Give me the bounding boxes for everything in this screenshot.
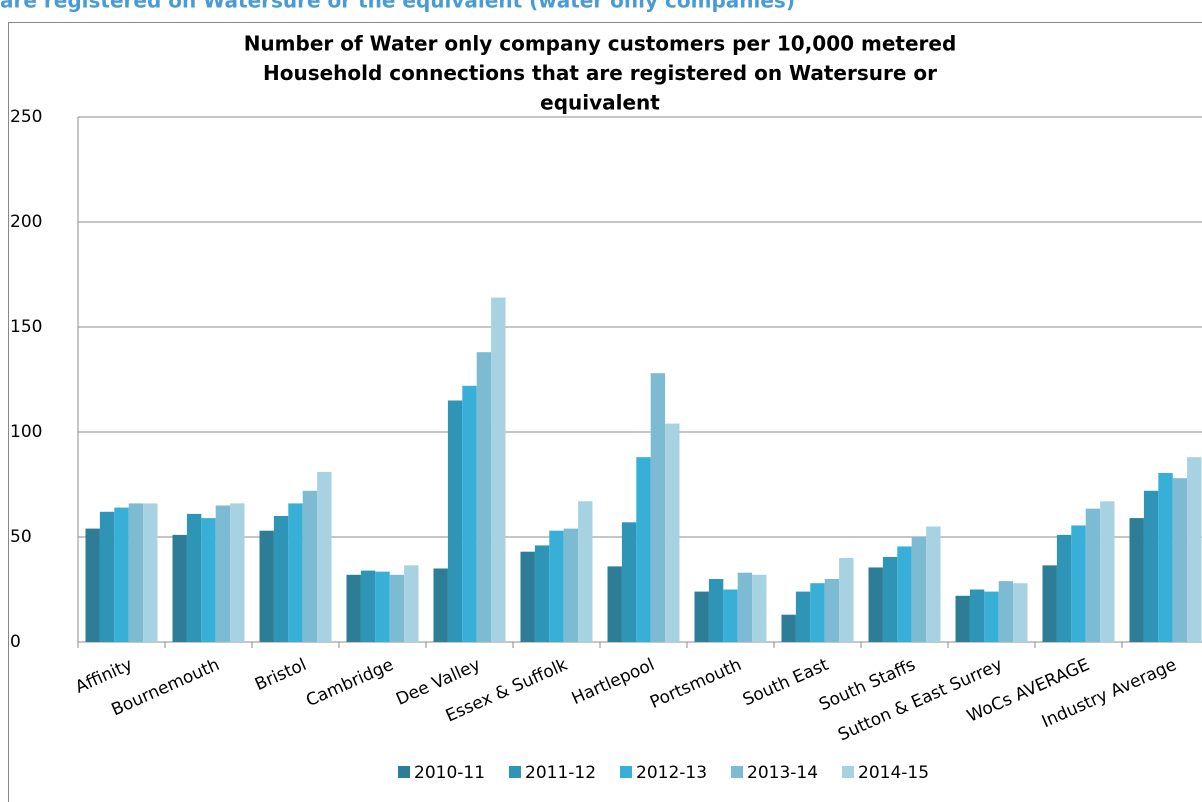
bar bbox=[447, 400, 463, 642]
bar bbox=[317, 471, 332, 642]
bar bbox=[636, 457, 651, 642]
bar bbox=[781, 614, 796, 642]
bar bbox=[998, 581, 1014, 642]
legend-label: 2014-15 bbox=[858, 763, 929, 783]
bar bbox=[360, 570, 376, 642]
x-tick-label: Hartlepool bbox=[569, 655, 658, 709]
bar bbox=[984, 591, 999, 642]
legend-swatch bbox=[509, 766, 521, 778]
bar bbox=[737, 572, 753, 642]
bar bbox=[824, 579, 840, 642]
bar bbox=[433, 568, 448, 642]
bar bbox=[1085, 508, 1101, 642]
bar bbox=[1056, 534, 1072, 642]
bar bbox=[491, 297, 506, 642]
bar bbox=[99, 511, 115, 642]
bar bbox=[215, 505, 231, 642]
bar bbox=[650, 373, 666, 642]
bar bbox=[1129, 518, 1144, 642]
bar bbox=[708, 579, 724, 642]
page-heading: are registered on Watersure or the equiv… bbox=[0, 0, 795, 13]
bar bbox=[201, 518, 216, 642]
bar bbox=[969, 589, 985, 642]
bar bbox=[1158, 472, 1173, 642]
bar bbox=[723, 589, 738, 642]
bar bbox=[578, 501, 593, 642]
bar bbox=[389, 574, 405, 642]
bar bbox=[839, 558, 854, 642]
x-tick-label: Cambridge bbox=[303, 655, 396, 711]
x-tick-label: Portsmouth bbox=[647, 655, 744, 713]
bar bbox=[259, 530, 274, 642]
bar bbox=[607, 566, 622, 642]
x-tick-label: Bristol bbox=[252, 655, 309, 695]
bar bbox=[1042, 565, 1057, 642]
chart-title: equivalent bbox=[540, 91, 660, 115]
y-tick-label: 0 bbox=[10, 632, 21, 652]
bar bbox=[549, 530, 564, 642]
legend-label: 2012-13 bbox=[636, 763, 707, 783]
bar bbox=[288, 503, 303, 642]
x-tick-label: Affinity bbox=[72, 655, 135, 698]
y-tick-label: 200 bbox=[10, 212, 42, 232]
chart-border bbox=[8, 22, 1202, 802]
bar bbox=[172, 534, 187, 642]
bar bbox=[375, 571, 390, 642]
chart-title: Number of Water only company customers p… bbox=[244, 32, 957, 56]
legend-swatch bbox=[731, 766, 743, 778]
bar bbox=[868, 567, 883, 642]
y-tick-label: 150 bbox=[10, 317, 42, 337]
bar bbox=[346, 574, 361, 642]
bar bbox=[302, 490, 318, 642]
bar bbox=[882, 556, 898, 642]
legend-label: 2011-12 bbox=[525, 763, 596, 783]
legend-label: 2013-14 bbox=[747, 763, 818, 783]
bar bbox=[273, 516, 289, 642]
legend-swatch bbox=[842, 766, 854, 778]
legend-swatch bbox=[398, 766, 410, 778]
bar bbox=[404, 565, 419, 642]
bar bbox=[621, 522, 637, 642]
bar bbox=[955, 595, 970, 642]
bar bbox=[85, 528, 100, 642]
chart-title: Household connections that are registere… bbox=[263, 61, 937, 85]
bar bbox=[534, 545, 550, 642]
bar bbox=[752, 574, 767, 642]
bar bbox=[462, 385, 477, 642]
bar bbox=[694, 591, 709, 642]
bar bbox=[1187, 457, 1202, 642]
bar bbox=[926, 526, 941, 642]
bar bbox=[911, 537, 927, 642]
bar bbox=[143, 503, 158, 642]
bar bbox=[563, 528, 579, 642]
bar bbox=[1172, 478, 1188, 642]
legend-label: 2010-11 bbox=[414, 763, 485, 783]
bar bbox=[476, 352, 492, 642]
y-tick-label: 250 bbox=[10, 107, 42, 127]
bar bbox=[1143, 490, 1159, 642]
bar bbox=[128, 503, 144, 642]
bar bbox=[186, 513, 202, 642]
y-tick-label: 50 bbox=[10, 527, 32, 547]
x-tick-label: Sutton & East Surrey bbox=[835, 655, 1005, 746]
bar bbox=[230, 503, 245, 642]
legend-swatch bbox=[620, 766, 632, 778]
bar bbox=[795, 591, 811, 642]
bar bbox=[520, 551, 535, 642]
bar bbox=[665, 423, 680, 642]
bar bbox=[1071, 525, 1086, 642]
bar bbox=[810, 583, 825, 642]
bar bbox=[897, 546, 912, 642]
bar bbox=[1100, 501, 1115, 642]
y-tick-label: 100 bbox=[10, 422, 42, 442]
bar bbox=[114, 507, 129, 642]
bar bbox=[1013, 583, 1028, 642]
